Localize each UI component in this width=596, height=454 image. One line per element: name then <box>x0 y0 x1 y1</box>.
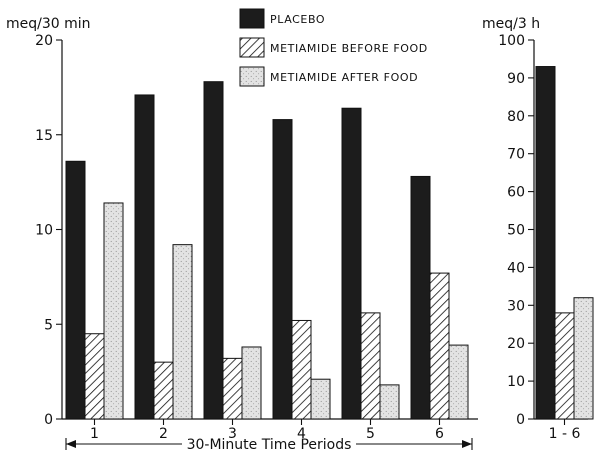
xtick-label: 2 <box>159 426 168 442</box>
left-x-ticks: 1 2 3 4 5 6 <box>90 419 444 442</box>
right-x-ticks: 1 - 6 <box>549 419 581 442</box>
ytick-label: 30 <box>507 298 525 314</box>
bar-stippled-3 <box>241 346 262 420</box>
ytick-label: 50 <box>507 223 525 239</box>
legend-swatch-stippled <box>239 66 265 87</box>
bar-placebo-3 <box>203 81 224 420</box>
ytick-label: 70 <box>507 147 525 163</box>
xtick-label: 1 <box>90 426 99 442</box>
ytick-label: 20 <box>35 33 53 49</box>
ytick-label: 60 <box>507 185 525 201</box>
legend-label: METIAMIDE BEFORE FOOD <box>270 42 428 55</box>
legend-swatch-placebo <box>239 8 265 29</box>
bar-stippled-1 <box>103 202 124 420</box>
bar-placebo-1 <box>535 66 556 420</box>
bar-hatched-3 <box>222 357 243 420</box>
bar-stippled-5 <box>379 384 400 420</box>
xtick-label: 3 <box>228 426 237 442</box>
bar-hatched-2 <box>153 361 174 420</box>
ytick-label: 100 <box>498 33 525 49</box>
ytick-label: 5 <box>44 317 53 333</box>
bar-stippled-2 <box>172 244 193 420</box>
x-bracket-arrow <box>65 438 473 450</box>
bar-hatched-5 <box>360 312 381 420</box>
legend-label: PLACEBO <box>270 13 325 26</box>
right-y-axis-label: meq/3 h <box>482 16 540 32</box>
legend-swatch-hatched <box>239 37 265 58</box>
bar-stippled-4 <box>310 378 331 420</box>
xtick-label: 1 - 6 <box>549 426 581 442</box>
bar-hatched-6 <box>429 272 450 420</box>
panel-left: meq/30 min 0 5 10 15 20 1 2 3 4 5 6 30-Minute Tim… <box>6 16 478 453</box>
bar-placebo-1 <box>65 160 86 420</box>
bar-placebo-5 <box>341 107 362 420</box>
bar-hatched-1 <box>84 333 105 420</box>
left-y-axis: 0 5 10 15 20 <box>35 33 62 428</box>
ytick-label: 40 <box>507 260 525 276</box>
xtick-label: 4 <box>297 426 306 442</box>
right-y-axis: 0 10 20 30 40 50 60 70 80 90 100 <box>498 33 534 428</box>
ytick-label: 15 <box>35 128 53 144</box>
legend: PLACEBO METIAMIDE BEFORE FOOD METIAMIDE AF… <box>239 8 428 87</box>
ytick-label: 80 <box>507 109 525 125</box>
ytick-label: 0 <box>44 412 53 428</box>
bar-hatched-1 <box>554 312 575 420</box>
legend-label: METIAMIDE AFTER FOOD <box>270 71 418 84</box>
bar-placebo-6 <box>410 175 431 420</box>
xtick-label: 5 <box>366 426 375 442</box>
bar-placebo-2 <box>134 94 155 420</box>
left-y-axis-label: meq/30 min <box>6 16 91 32</box>
panel-right: meq/3 h 0 10 20 30 40 50 60 70 80 90 100 1 - 6 <box>482 16 594 442</box>
bar-placebo-4 <box>272 119 293 420</box>
bar-stippled-1 <box>573 297 594 420</box>
right-bars <box>535 66 594 420</box>
left-x-axis-label: 30-Minute Time Periods <box>187 437 352 453</box>
ytick-label: 20 <box>507 336 525 352</box>
ytick-label: 10 <box>507 374 525 390</box>
ytick-label: 90 <box>507 71 525 87</box>
ytick-label: 0 <box>516 412 525 428</box>
ytick-label: 10 <box>35 223 53 239</box>
bar-stippled-6 <box>448 344 469 420</box>
left-bars <box>65 81 469 420</box>
xtick-label: 6 <box>435 426 444 442</box>
bar-hatched-4 <box>291 319 312 420</box>
